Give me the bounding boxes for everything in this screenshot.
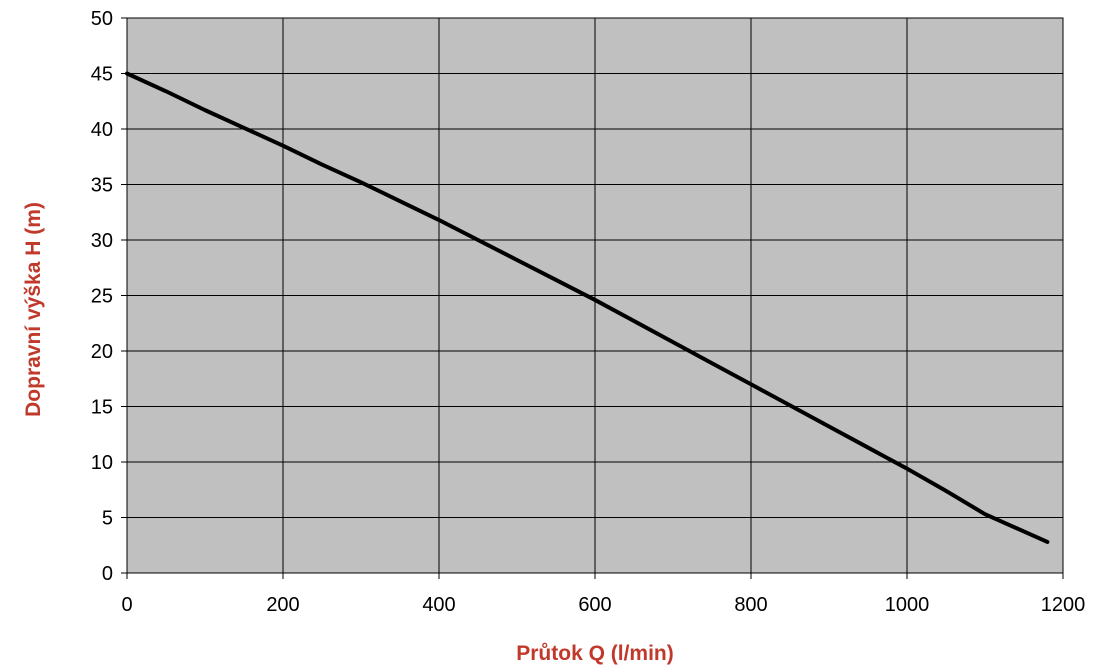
x-tick-label: 400 — [422, 594, 455, 616]
series-layer — [125, 71, 1050, 544]
y-tick-label: 30 — [91, 230, 113, 252]
x-tick-label: 600 — [578, 594, 611, 616]
y-tick-label: 15 — [91, 397, 113, 419]
x-tick-label: 200 — [266, 594, 299, 616]
y-tick-label: 10 — [91, 452, 113, 474]
x-axis-title: Průtok Q (l/min) — [516, 642, 674, 665]
x-tick-label: 1200 — [1041, 594, 1086, 616]
x-tick-label: 0 — [121, 594, 132, 616]
y-tick-label: 0 — [102, 563, 113, 585]
x-tick-label: 1000 — [885, 594, 930, 616]
x-axis-ticks: 0 200 400 600 800 1000 1200 — [121, 573, 1085, 616]
y-tick-label: 45 — [91, 64, 113, 86]
y-tick-label: 50 — [91, 8, 113, 30]
y-tick-label: 5 — [102, 508, 113, 530]
y-tick-label: 40 — [91, 119, 113, 141]
y-axis-title: Dopravní výška H (m) — [22, 202, 45, 417]
y-axis-ticks: 0 5 10 15 20 25 30 35 40 45 50 — [91, 8, 127, 585]
y-tick-label: 20 — [91, 341, 113, 363]
y-tick-label: 25 — [91, 286, 113, 308]
x-tick-label: 800 — [734, 594, 767, 616]
series-line — [125, 71, 1050, 544]
y-tick-label: 35 — [91, 175, 113, 197]
